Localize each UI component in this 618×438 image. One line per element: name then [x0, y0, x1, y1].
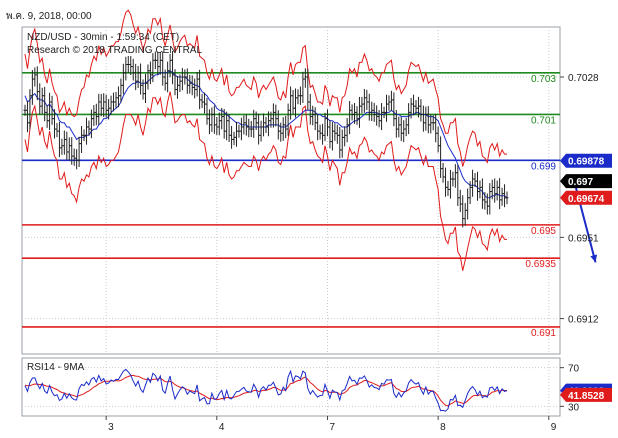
bollinger-lower-line: [24, 91, 507, 271]
bollinger-bands: [24, 9, 507, 271]
price-bars: [23, 50, 509, 228]
price-axis-tick-2: 0.6912: [568, 315, 599, 326]
level-label-0: 0.703: [531, 74, 556, 85]
symbol-label: NZD/USD - 30min - 1:59:34 (CET): [27, 32, 179, 43]
time-axis-tick-2: 7: [329, 422, 335, 433]
rsi-grid: [22, 358, 560, 416]
bollinger-upper-line: [24, 9, 507, 167]
price-tag-bg-2: [560, 190, 612, 205]
price-axis-tick-0: 0.7028: [568, 73, 599, 84]
time-axis-tick-4: 9: [551, 422, 557, 433]
price-tag-2: 0.69674: [560, 190, 612, 205]
rsi-axis: 703046.299341.8528: [560, 364, 612, 413]
price-tag-label-0: 0.69878: [568, 157, 605, 168]
price-pane: 0.703 0.701 0.699 0.695 0.6935 0.691 NZD/USD …: [21, 9, 598, 355]
price-tag-0: 0.69878: [560, 153, 612, 168]
level-label-3: 0.695: [531, 226, 556, 237]
price-tag-bg-0: [560, 153, 612, 168]
level-label-5: 0.691: [531, 328, 556, 339]
projection-arrowhead: [590, 254, 598, 263]
price-axis-tick-1: 0.6951: [568, 233, 599, 244]
level-label-1: 0.701: [531, 115, 556, 126]
time-axis-tick-0: 3: [108, 422, 114, 433]
time-axis-tick-3: 8: [440, 422, 446, 433]
research-label: Research © 2018 TRADING CENTRAL: [27, 45, 202, 56]
rsi-tag-1: 41.8528: [560, 387, 612, 402]
rsi-axis-tick-1: 30: [568, 402, 580, 413]
price-bar: [505, 191, 509, 205]
time-axis-tick-1: 4: [219, 422, 225, 433]
rsi-pane: RSI14 - 9MA: [21, 357, 561, 417]
rsi-line: [24, 368, 508, 412]
rsi-lines: [24, 368, 508, 412]
rsi-axis-tick-0: 70: [568, 364, 580, 375]
price-pane-frame: [21, 26, 561, 355]
price-tag-label-2: 0.69674: [568, 194, 605, 205]
rsi-tag-label-1: 41.8528: [568, 391, 605, 402]
price-tag-bg-1: [560, 174, 612, 189]
price-tag-label-1: 0.697: [568, 177, 593, 188]
rsi-tag-bg-1: [560, 387, 612, 402]
time-axis: 3 4 7 8 9: [105, 416, 557, 433]
chart-date: พ.ค. 9, 2018, 00:00: [6, 11, 92, 22]
price-axis: 0.7028 0.6951 0.6912 0.69878 0.697 0.69674: [560, 73, 612, 326]
rsi-pane-frame: [21, 357, 561, 417]
level-label-4: 0.6935: [525, 259, 556, 270]
price-tag-1: 0.697: [560, 174, 612, 189]
level-label-2: 0.699: [531, 161, 556, 172]
rsi-title: RSI14 - 9MA: [27, 362, 85, 373]
